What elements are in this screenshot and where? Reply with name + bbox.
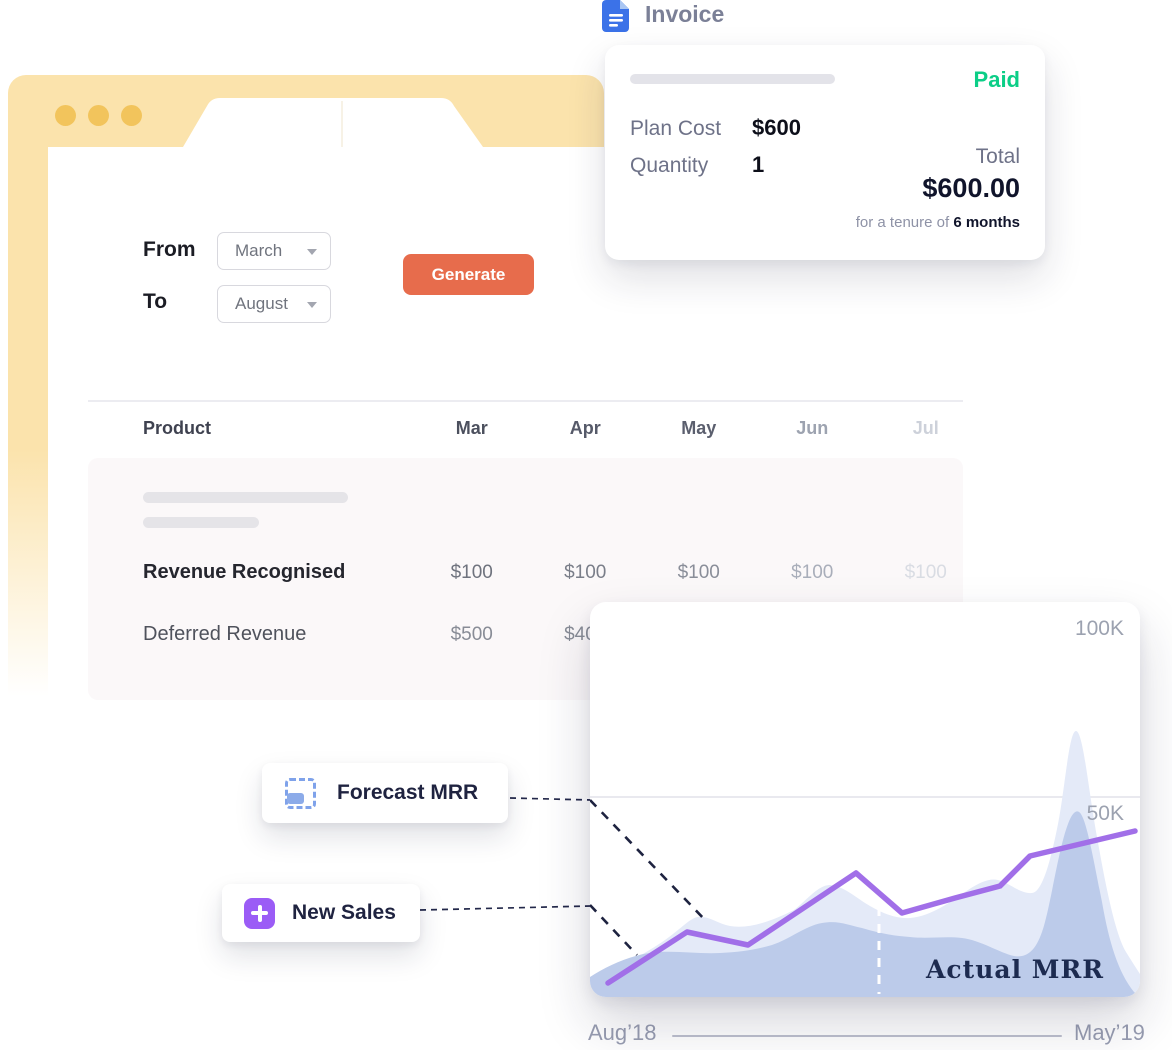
table-row: Deferred Revenue $500 $400 <box>143 623 983 646</box>
forecast-area-icon <box>285 777 316 809</box>
chevron-down-icon <box>307 249 317 255</box>
column-header-mar: Mar <box>455 418 488 438</box>
window-left-edge <box>8 146 48 696</box>
cell-value: $100 <box>677 561 720 583</box>
forecast-mrr-label: Forecast MRR <box>337 781 479 804</box>
row-label-deferred-revenue: Deferred Revenue <box>143 623 307 645</box>
chevron-down-icon <box>307 302 317 308</box>
column-header-jun: Jun <box>796 418 829 438</box>
mrr-chart-card: 100K 50K Actual MRR <box>590 602 1140 997</box>
tenure-note: for a tenure of 6 months <box>855 214 1020 231</box>
cell-value: $100 <box>450 561 493 583</box>
area-line-chart <box>590 731 1140 997</box>
skeleton-bar <box>143 517 259 528</box>
plan-cost-label: Plan Cost <box>630 117 722 140</box>
cell-value: $100 <box>791 561 834 583</box>
generate-button[interactable]: Generate <box>403 254 534 295</box>
plus-icon <box>244 897 275 929</box>
invoice-title: Invoice <box>645 1 725 27</box>
x-axis-line <box>672 1035 1062 1037</box>
x-axis-start-label: Aug’18 <box>588 1020 657 1045</box>
from-label: From <box>143 238 196 261</box>
forecast-mrr-chip: Forecast MRR <box>262 763 508 823</box>
table-row: Revenue Recognised $100 $100 $100 $100 $… <box>143 561 983 584</box>
row-label-revenue-recognised: Revenue Recognised <box>143 561 346 583</box>
table-header-row: Product Mar Apr May Jun Jul <box>143 418 983 439</box>
window-dot-icon <box>121 105 142 126</box>
window-dot-icon <box>88 105 109 126</box>
total-label: Total <box>975 145 1020 168</box>
from-month-value: March <box>235 241 283 260</box>
column-header-jul: Jul <box>912 418 939 438</box>
total-value: $600.00 <box>922 173 1020 203</box>
quantity-label: Quantity <box>630 154 709 177</box>
document-icon <box>602 0 629 32</box>
quantity-value: 1 <box>752 152 765 177</box>
invoice-header: Invoice <box>602 0 724 32</box>
y-axis-label-50k: 50K <box>1086 802 1124 825</box>
actual-mrr-annotation: Actual MRR <box>926 955 1104 984</box>
to-month-value: August <box>235 294 288 313</box>
cell-value: $100 <box>904 561 947 583</box>
window-dot-icon <box>55 105 76 126</box>
tenure-months: 6 months <box>953 214 1020 231</box>
x-axis-end-label: May’19 <box>1074 1020 1145 1045</box>
to-label: To <box>143 290 168 313</box>
column-header-may: May <box>681 418 717 438</box>
plan-cost-value: $600 <box>752 115 801 140</box>
browser-tab <box>183 98 483 147</box>
column-header-apr: Apr <box>569 418 601 438</box>
skeleton-bar <box>143 492 348 503</box>
from-month-dropdown[interactable]: March <box>217 232 331 270</box>
new-sales-label: New Sales <box>292 901 396 924</box>
skeleton-bar <box>630 74 835 84</box>
cell-value: $500 <box>450 623 493 645</box>
table-top-divider <box>88 400 963 402</box>
cell-value: $100 <box>564 561 607 583</box>
y-axis-label-100k: 100K <box>1074 617 1124 640</box>
column-header-product: Product <box>143 418 212 438</box>
to-month-dropdown[interactable]: August <box>217 285 331 323</box>
new-sales-chip: New Sales <box>222 884 420 942</box>
status-badge: Paid <box>973 67 1020 92</box>
invoice-card: Paid Plan Cost $600 Quantity 1 Total $60… <box>605 45 1045 260</box>
